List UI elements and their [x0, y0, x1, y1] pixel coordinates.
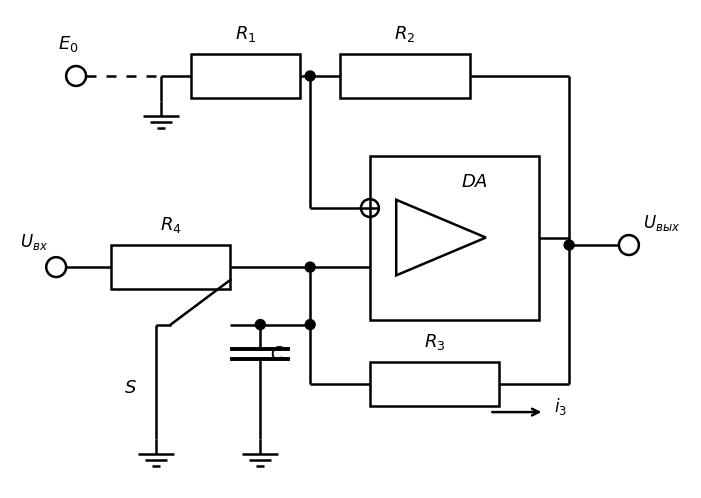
Text: $U_{\mathit{вх}}$: $U_{\mathit{вх}}$ — [20, 232, 48, 252]
Text: $R_3$: $R_3$ — [424, 333, 445, 353]
Bar — [370, 363, 499, 406]
Text: $R_4$: $R_4$ — [160, 215, 182, 235]
Bar — [340, 54, 470, 98]
Text: $E_0$: $E_0$ — [58, 34, 79, 54]
Circle shape — [305, 71, 315, 81]
Text: $R_1$: $R_1$ — [235, 24, 256, 44]
Circle shape — [564, 240, 574, 250]
Text: $C$: $C$ — [271, 346, 285, 364]
Text: $U_{\mathit{вых}}$: $U_{\mathit{вых}}$ — [643, 213, 680, 233]
Bar — [111, 245, 231, 289]
Text: $DA$: $DA$ — [461, 173, 489, 191]
Circle shape — [305, 262, 315, 272]
Circle shape — [255, 320, 266, 330]
Text: $R_2$: $R_2$ — [394, 24, 416, 44]
Circle shape — [305, 320, 315, 330]
Bar — [191, 54, 300, 98]
Bar — [370, 155, 539, 320]
Text: $i_3$: $i_3$ — [554, 395, 567, 417]
Text: $S$: $S$ — [125, 379, 137, 397]
